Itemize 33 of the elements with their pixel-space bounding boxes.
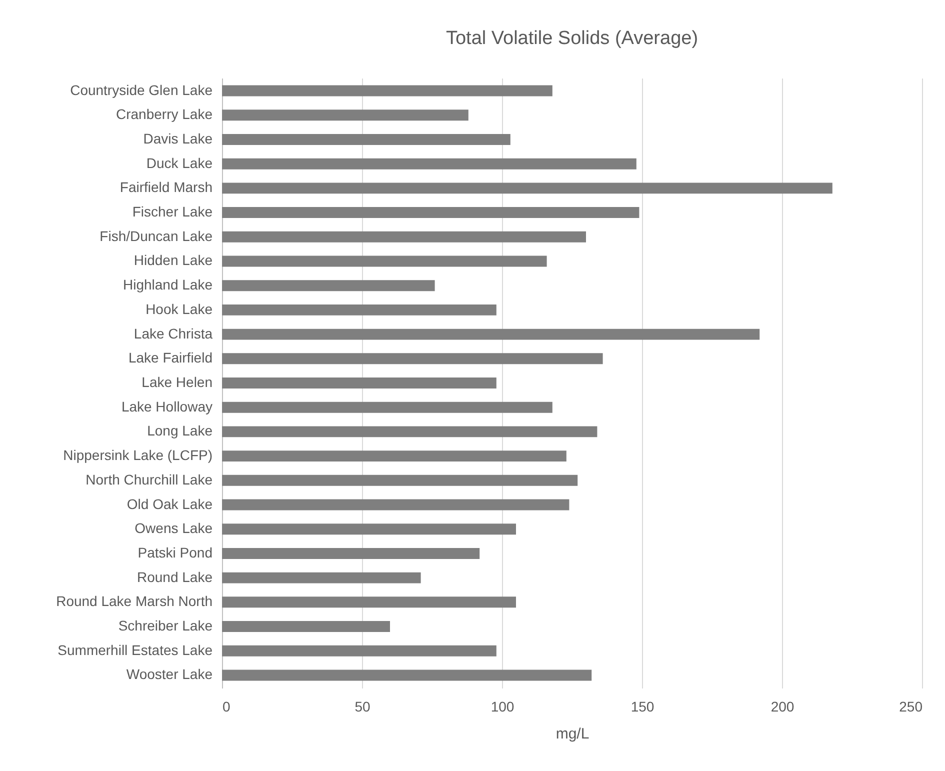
y-tick-label: Lake Christa xyxy=(134,325,213,342)
x-tick-label: 0 xyxy=(222,698,230,714)
y-tick-label: Nippersink Lake (LCFP) xyxy=(63,447,212,464)
y-tick-label: Fischer Lake xyxy=(132,204,213,220)
y-tick-label: Round Lake xyxy=(136,568,213,585)
y-tick-label: North Churchill Lake xyxy=(86,471,213,488)
y-tick-label: Patski Pond xyxy=(138,544,212,560)
x-tick-label: 100 xyxy=(490,698,514,714)
y-tick-label: Lake Holloway xyxy=(121,398,212,414)
y-tick-label: Old Oak Lake xyxy=(126,496,213,512)
y-tick-label: Wooster Lake xyxy=(126,666,213,682)
y-tick-label: Hook Lake xyxy=(146,300,213,317)
y-tick-label: Highland Lake xyxy=(122,276,213,293)
y-tick-label: Round Lake Marsh North xyxy=(56,593,212,610)
y-tick-label: Long Lake xyxy=(147,422,213,439)
chart-title: Total Volatile Solids (Average) xyxy=(446,28,698,49)
y-tick-label: Summerhill Estates Lake xyxy=(58,642,213,658)
y-tick-label: Lake Fairfield xyxy=(128,350,212,366)
y-tick-label: Davis Lake xyxy=(143,130,213,146)
x-tick-label: 50 xyxy=(354,698,370,714)
x-tick-label: 150 xyxy=(630,698,654,714)
y-tick-label: Countryside Glen Lake xyxy=(70,82,213,98)
y-tick-label: Lake Helen xyxy=(142,374,212,390)
y-tick-label: Schreiber Lake xyxy=(118,618,213,634)
x-tick-label: 200 xyxy=(770,698,794,714)
x-tick-label: 250 xyxy=(899,698,923,714)
y-tick-label: Owens Lake xyxy=(134,520,213,536)
y-tick-label: Hidden Lake xyxy=(134,252,213,268)
y-tick-label: Cranberry Lake xyxy=(116,106,213,122)
y-tick-label: Duck Lake xyxy=(146,154,213,171)
x-axis-title: mg/L xyxy=(556,726,590,742)
y-tick-label: Fairfield Marsh xyxy=(120,179,212,196)
y-tick-label: Fish/Duncan Lake xyxy=(100,228,213,244)
